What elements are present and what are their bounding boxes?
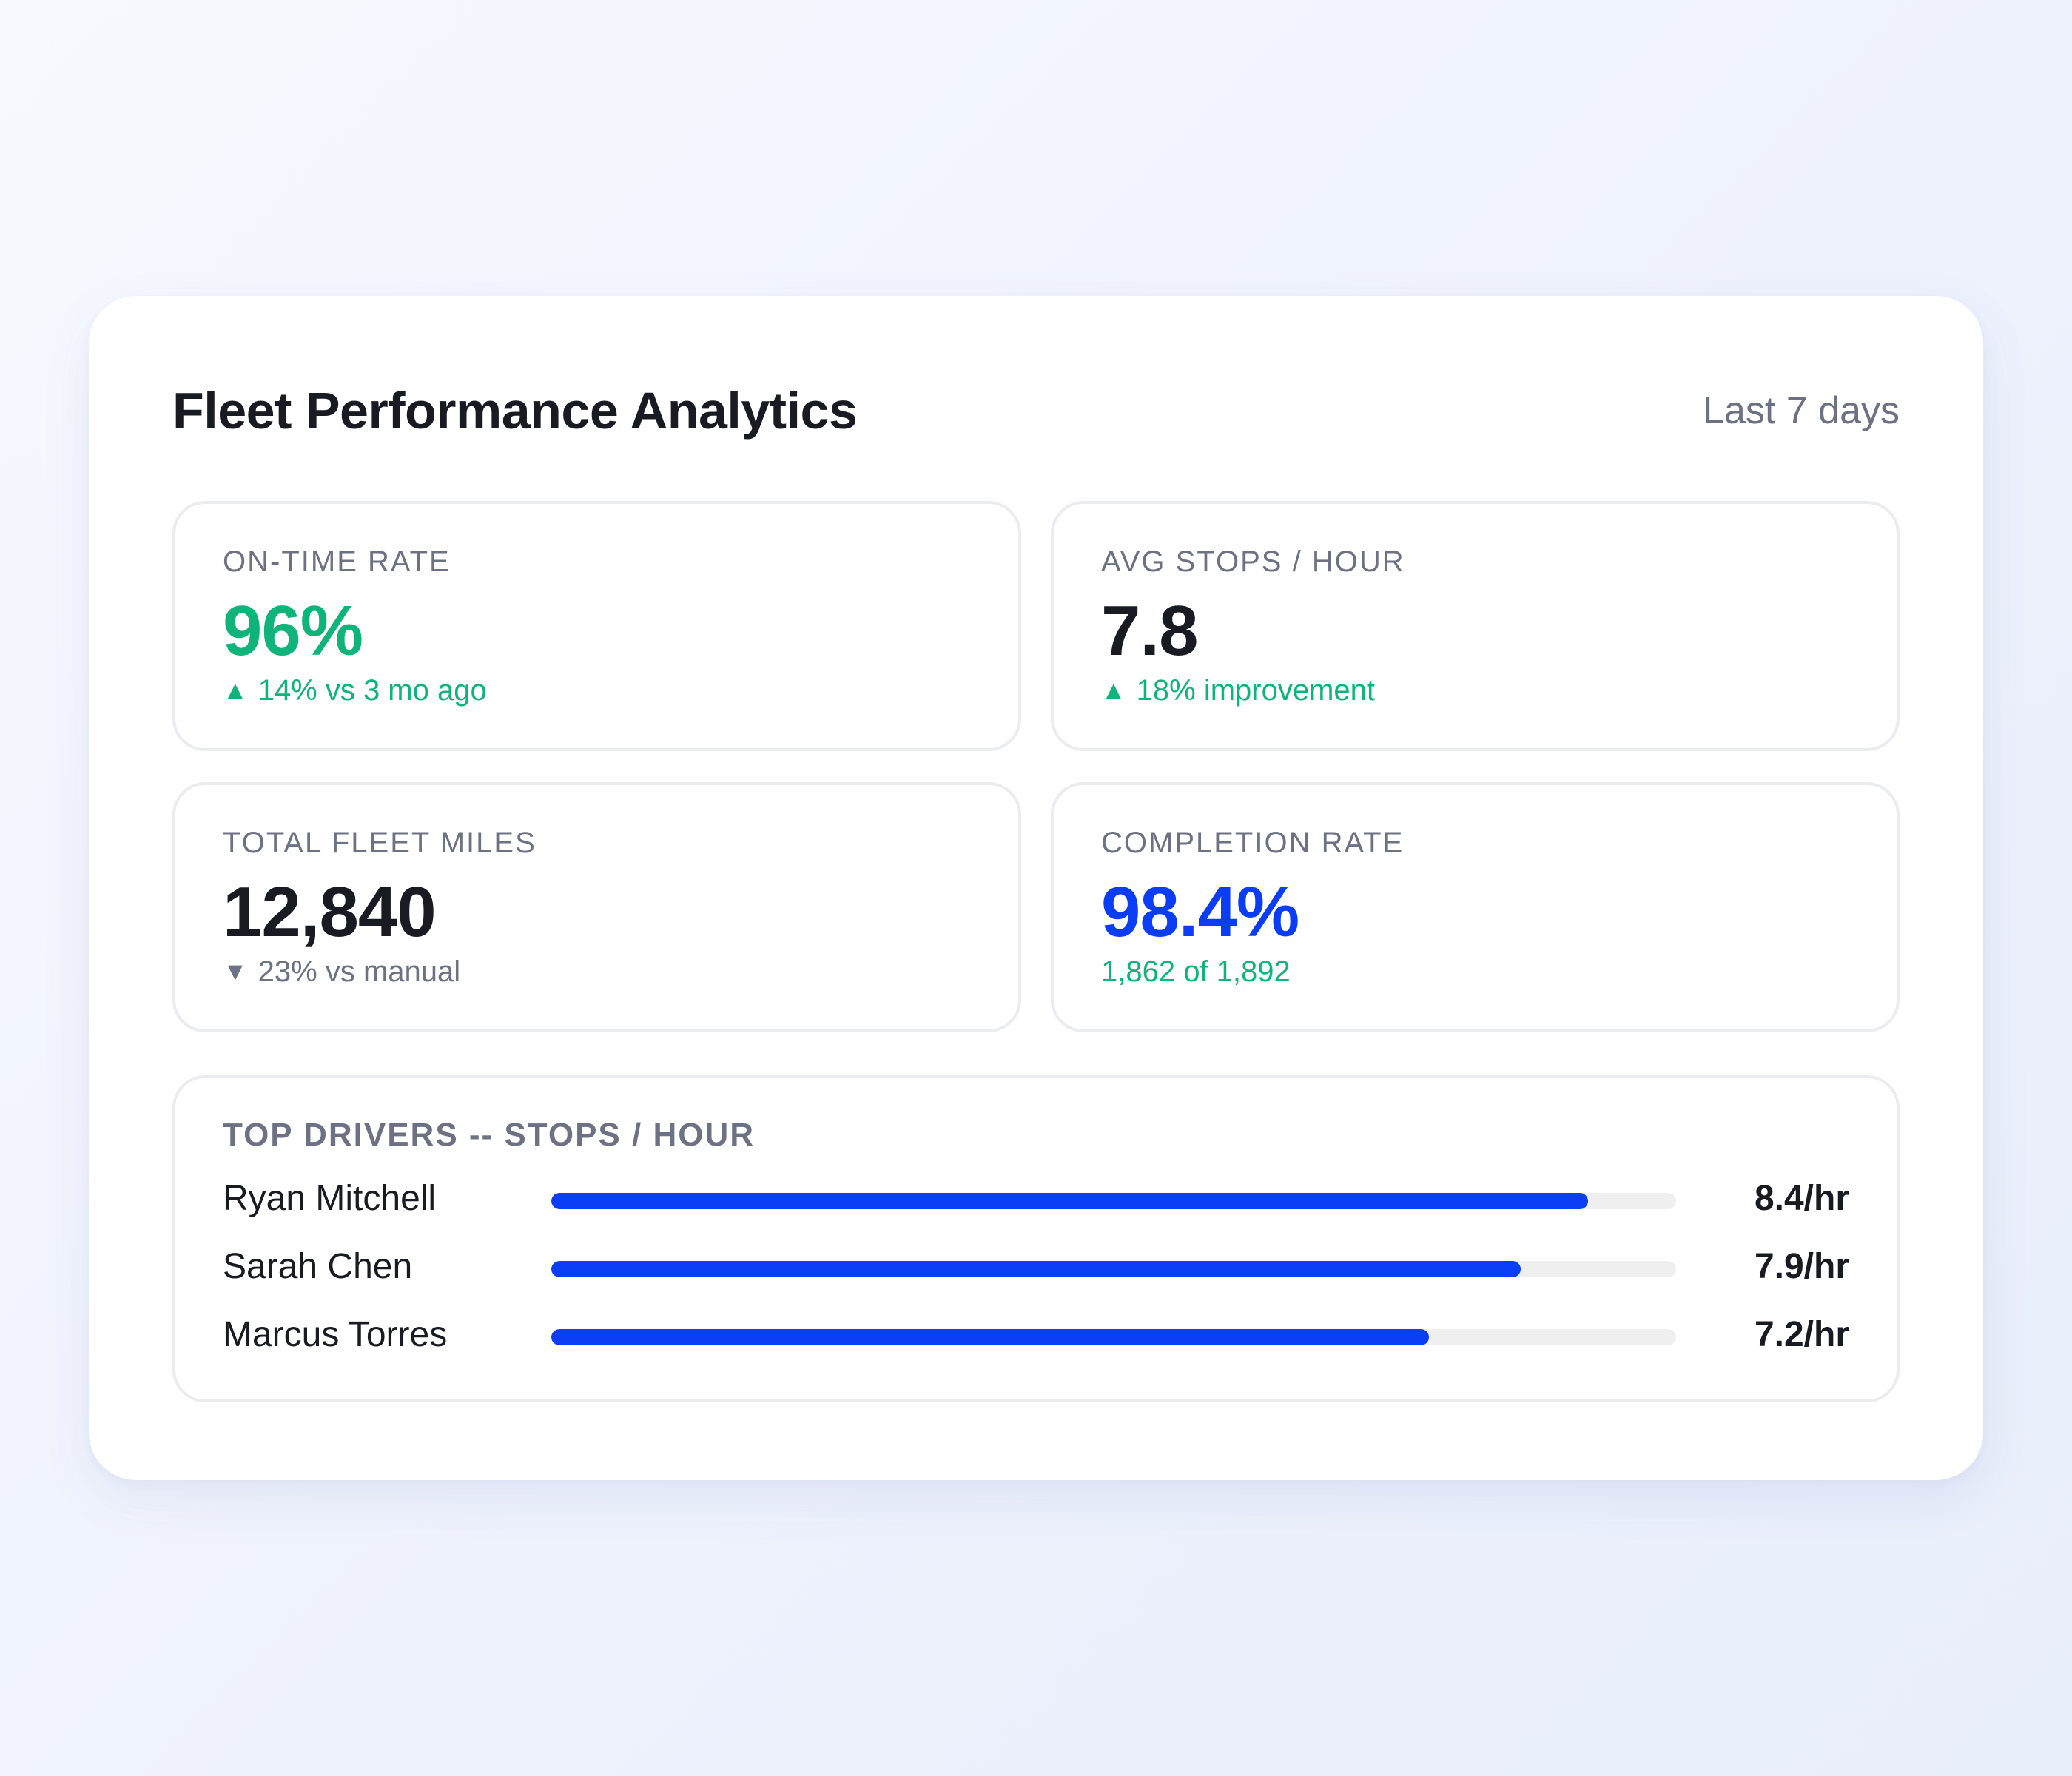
metric-value: 96% bbox=[223, 591, 363, 670]
metric-change-text: 23% vs manual bbox=[258, 955, 461, 988]
metric-change-text: 1,862 of 1,892 bbox=[1101, 955, 1291, 988]
metric-change: ▼ 23% vs manual bbox=[223, 955, 460, 989]
trend-up-icon: ▲ bbox=[1101, 676, 1126, 704]
top-drivers-title: TOP DRIVERS -- STOPS / HOUR bbox=[223, 1117, 756, 1153]
metric-label: ON-TIME RATE bbox=[223, 545, 451, 578]
trend-up-icon: ▲ bbox=[223, 676, 248, 704]
page-title: Fleet Performance Analytics bbox=[172, 382, 858, 440]
driver-name: Ryan Mitchell bbox=[223, 1179, 437, 1218]
driver-bar-track bbox=[551, 1193, 1676, 1209]
driver-name: Marcus Torres bbox=[223, 1315, 448, 1354]
metric-label: TOTAL FLEET MILES bbox=[223, 827, 536, 859]
driver-row: Ryan Mitchell 8.4/hr bbox=[223, 1173, 1849, 1225]
metric-label: COMPLETION RATE bbox=[1101, 827, 1405, 859]
driver-row: Marcus Torres 7.2/hr bbox=[223, 1309, 1849, 1361]
driver-bar-track bbox=[551, 1329, 1676, 1345]
driver-rate: 7.9/hr bbox=[1754, 1247, 1849, 1286]
fleet-analytics-card: Fleet Performance Analytics Last 7 days … bbox=[89, 296, 1983, 1480]
metric-change: 1,862 of 1,892 bbox=[1101, 955, 1291, 989]
driver-bar-fill bbox=[551, 1261, 1521, 1277]
metric-change: ▲ 18% improvement bbox=[1101, 674, 1375, 707]
driver-rate: 8.4/hr bbox=[1754, 1179, 1849, 1218]
trend-down-icon: ▼ bbox=[223, 958, 248, 986]
metric-card-completion-rate: COMPLETION RATE 98.4% 1,862 of 1,892 bbox=[1051, 782, 1900, 1032]
metric-change-text: 14% vs 3 mo ago bbox=[258, 674, 487, 707]
metric-card-total-miles: TOTAL FLEET MILES 12,840 ▼ 23% vs manual bbox=[172, 782, 1021, 1032]
metric-change: ▲ 14% vs 3 mo ago bbox=[223, 674, 487, 707]
top-drivers-panel: TOP DRIVERS -- STOPS / HOUR Ryan Mitchel… bbox=[172, 1075, 1900, 1402]
metric-card-on-time-rate: ON-TIME RATE 96% ▲ 14% vs 3 mo ago bbox=[172, 501, 1021, 751]
metric-change-text: 18% improvement bbox=[1136, 674, 1376, 707]
metric-card-avg-stops: AVG STOPS / HOUR 7.8 ▲ 18% improvement bbox=[1051, 501, 1900, 751]
driver-name: Sarah Chen bbox=[223, 1247, 413, 1286]
metric-value: 98.4% bbox=[1101, 872, 1299, 952]
metric-value: 12,840 bbox=[223, 872, 437, 952]
driver-bar-track bbox=[551, 1261, 1676, 1277]
driver-rate: 7.2/hr bbox=[1754, 1315, 1849, 1354]
driver-row: Sarah Chen 7.9/hr bbox=[223, 1241, 1849, 1293]
metric-label: AVG STOPS / HOUR bbox=[1101, 545, 1405, 578]
driver-bar-fill bbox=[551, 1329, 1429, 1345]
date-range-label[interactable]: Last 7 days bbox=[1703, 389, 1900, 432]
driver-bar-fill bbox=[551, 1193, 1589, 1209]
metric-value: 7.8 bbox=[1101, 591, 1198, 670]
card-header: Fleet Performance Analytics Last 7 days bbox=[172, 370, 1900, 451]
